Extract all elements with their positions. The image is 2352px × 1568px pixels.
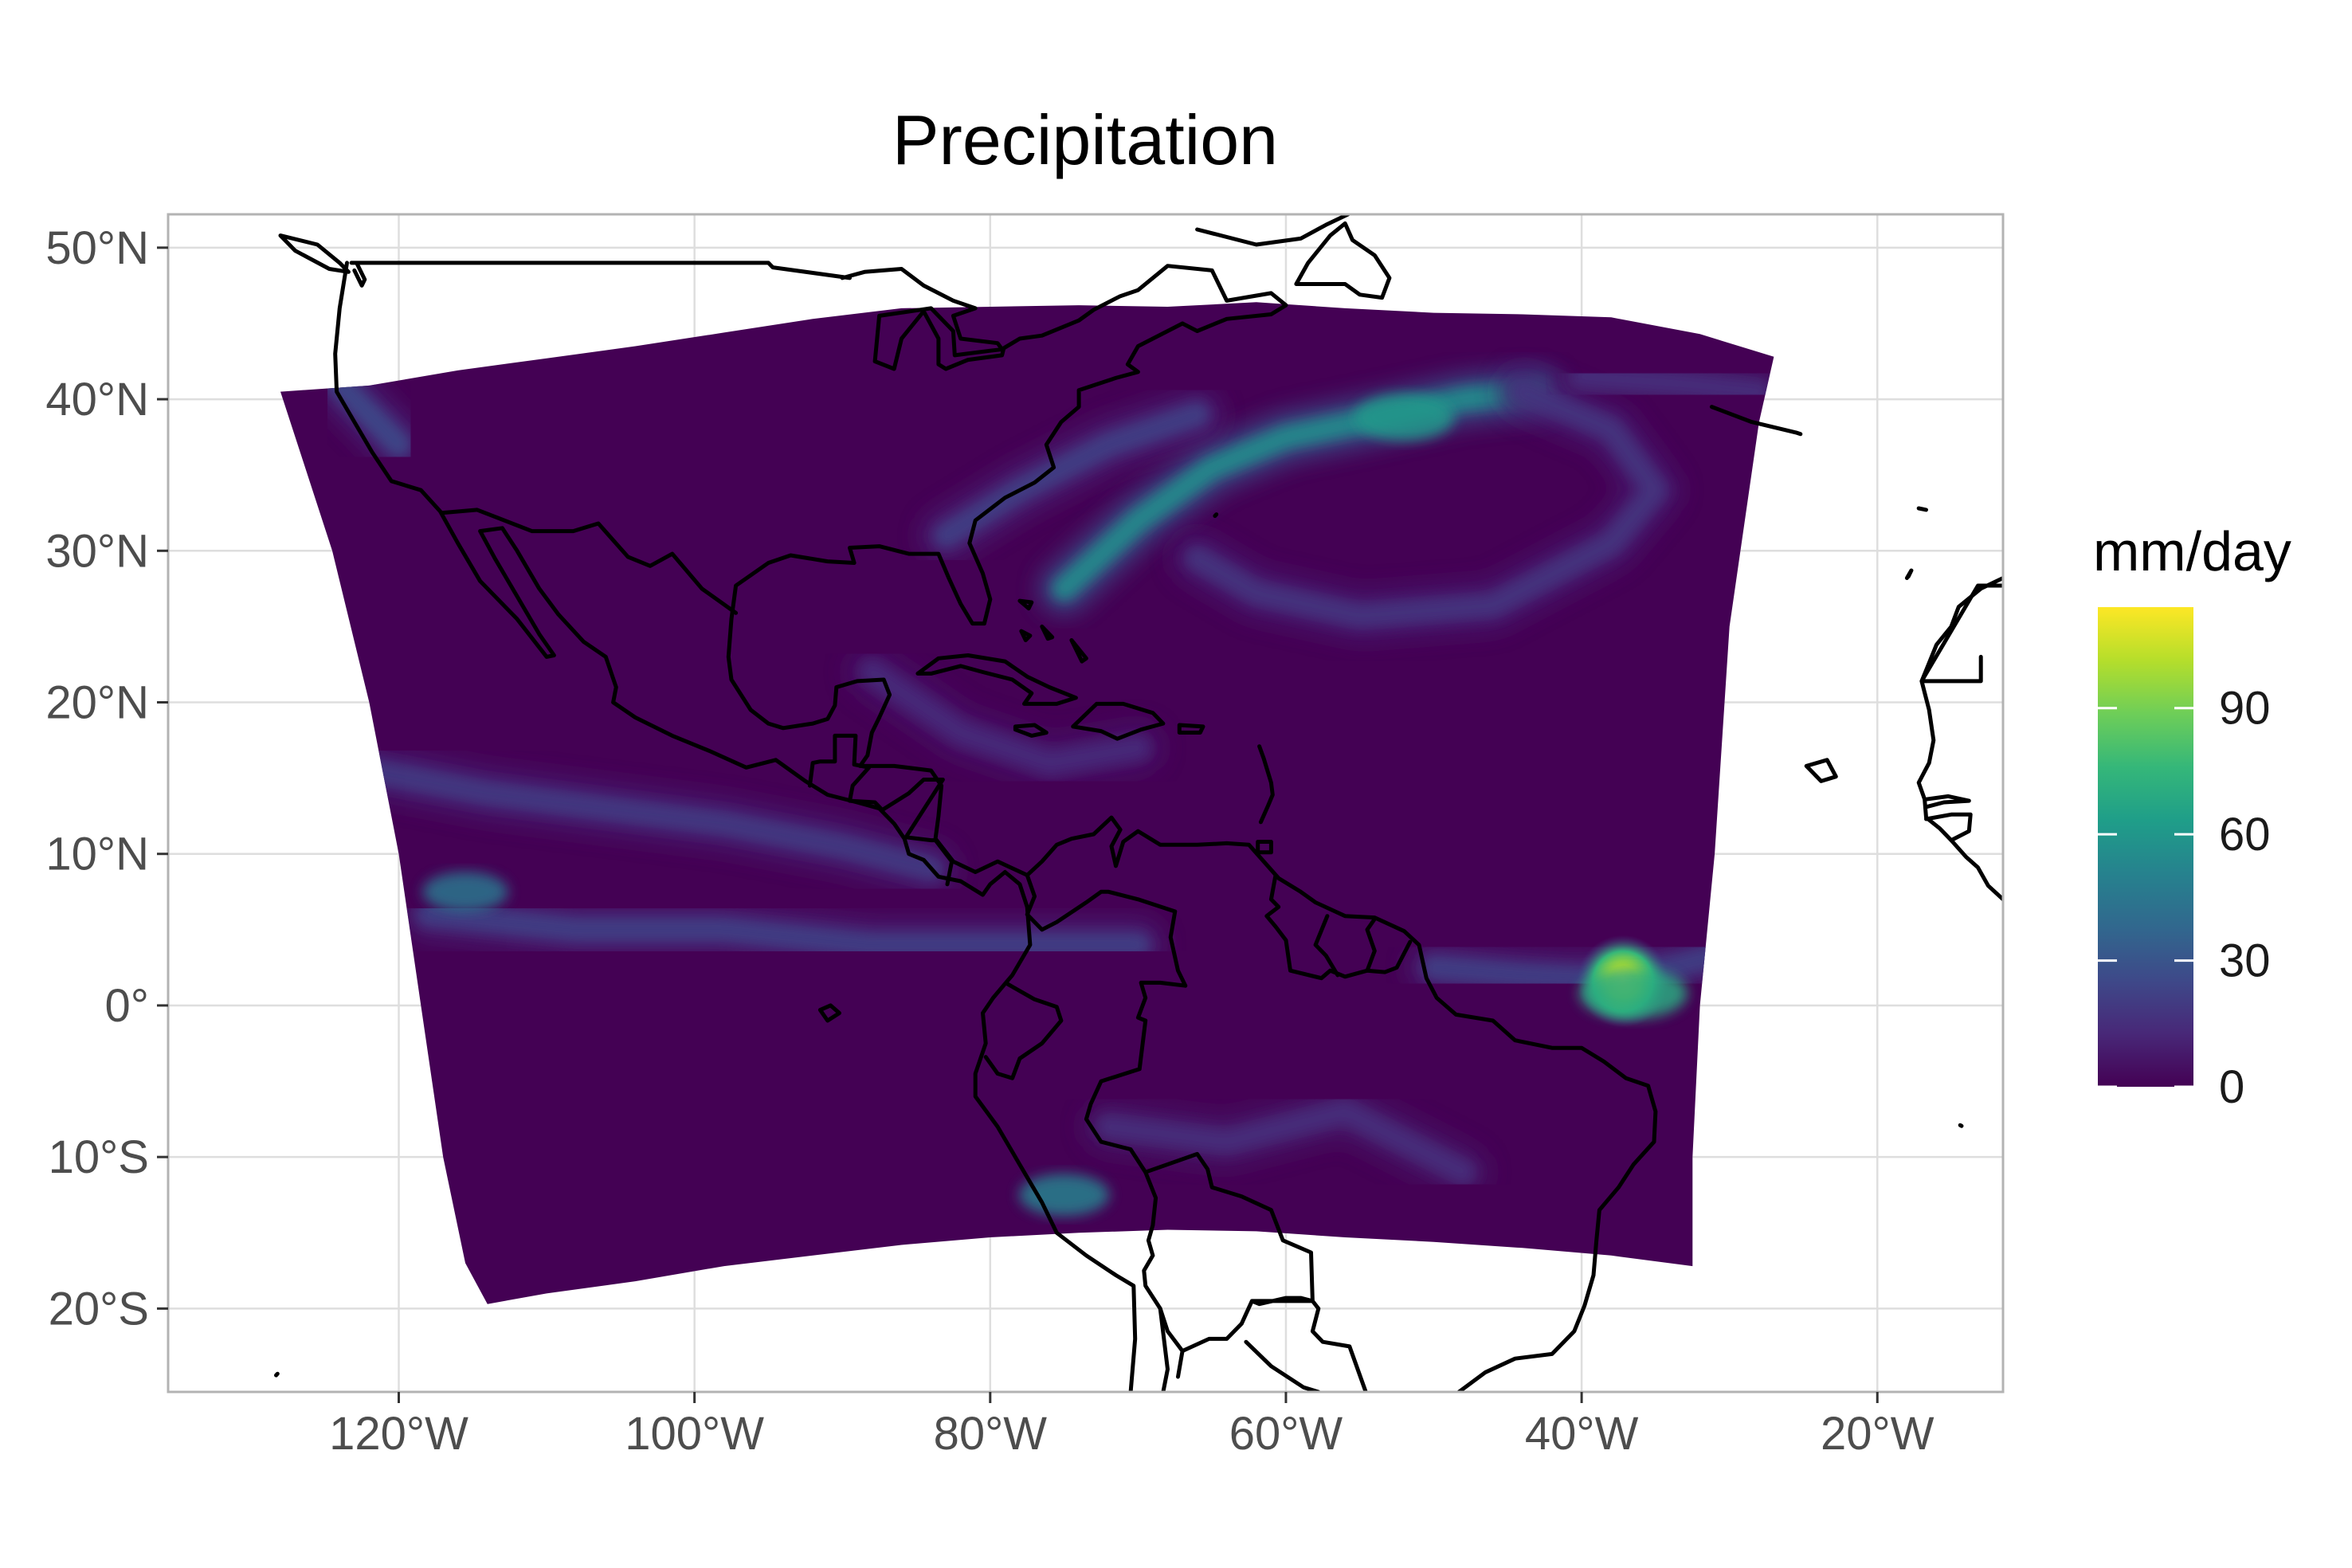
y-tick-label: 50°N (45, 222, 149, 274)
ascension (1958, 1123, 1964, 1128)
cape-verde (1804, 758, 1838, 783)
jamaica (1013, 723, 1049, 738)
canada-atlantic (840, 264, 1288, 351)
precipitation-layer (280, 302, 1774, 1304)
y-tick-label: 20°N (45, 677, 149, 729)
itcz-east-pacific (357, 759, 943, 881)
x-tick-label: 40°W (1525, 1408, 1639, 1460)
canary-islands (1904, 568, 1914, 580)
newfoundland (1294, 221, 1392, 300)
puget-area (352, 262, 367, 288)
west-africa (1916, 574, 2003, 902)
north-atlantic-east (1570, 364, 1771, 404)
bermuda (1213, 512, 1219, 518)
x-tick-label: 80°W (934, 1408, 1048, 1460)
pacific-island-west (274, 1371, 280, 1378)
y-tick-label: 0° (105, 980, 149, 1032)
x-tick-label: 60°W (1229, 1408, 1343, 1460)
north-america-east-coast (726, 321, 1658, 1392)
subtropical-arc (1185, 379, 1668, 629)
mexico-us-border (439, 508, 739, 615)
bahamas-2 (1040, 624, 1055, 641)
x-axis: 120°W 100°W 80°W 60°W 40°W 20°W (329, 1392, 1935, 1460)
vancouver-island (278, 233, 351, 274)
central-america-borders (807, 733, 955, 887)
us-canada-border (349, 261, 852, 280)
galapagos (817, 1003, 841, 1023)
y-tick-label: 40°N (45, 374, 149, 425)
legend-tick-label: 30 (2219, 935, 2271, 987)
y-tick-label: 20°S (49, 1283, 149, 1335)
precipitation-hotspots (422, 394, 1688, 1217)
legend-tick-label: 60 (2219, 809, 2271, 860)
east-pacific-hotspot (422, 871, 509, 912)
bahamas-3 (1069, 638, 1088, 664)
legend-ticks: 0 30 60 90 (2098, 683, 2271, 1113)
chart-title: Precipitation (892, 100, 1278, 179)
x-tick-label: 100°W (625, 1408, 764, 1460)
coastlines-layer (274, 214, 2003, 1392)
panel-border (167, 213, 2005, 1394)
brazil-interior (1143, 1151, 1368, 1392)
y-tick-label: 30°N (45, 525, 149, 577)
lesser-antilles (1257, 744, 1275, 825)
french-guiana-border (1365, 939, 1413, 974)
pacific-rain-band-north (327, 372, 411, 457)
hispaniola (1071, 701, 1166, 741)
y-tick-label: 10°N (45, 829, 149, 880)
caribbean-bands (860, 660, 1151, 775)
precipitation-domain (280, 302, 1774, 1304)
south-america-borders (1025, 872, 1188, 1379)
venezuela-guyana-suriname (1264, 872, 1377, 981)
itcz-pacific-south (416, 902, 1151, 957)
x-tick-label: 20°W (1821, 1408, 1935, 1460)
y-tick-label: 10°S (49, 1131, 149, 1183)
suriname-guiana-border (1313, 914, 1340, 978)
legend-tick-label: 90 (2219, 683, 2271, 735)
north-america-west-coast (333, 261, 1138, 1392)
y-axis: 50°N 40°N 30°N 20°N 10°N 0° 10°S 20°S (45, 222, 168, 1335)
amazon-convection (1096, 1100, 1476, 1185)
great-lakes (872, 306, 1005, 371)
azores (1709, 405, 1803, 437)
colombia-ecuador-peru (983, 982, 1064, 1080)
bolivia-paraguay (1180, 1296, 1315, 1354)
argentina-chile (1158, 1306, 1170, 1392)
andes-hotspot (1018, 1174, 1110, 1217)
madeira (1916, 506, 1928, 512)
x-tick-label: 120°W (329, 1408, 468, 1460)
puerto-rico (1177, 723, 1205, 735)
argentina-paraguay-2 (1244, 1339, 1321, 1392)
cuba (915, 653, 1078, 706)
gulf-stream-core (1354, 394, 1454, 441)
west-africa-borders (1919, 583, 2003, 684)
bahamas-4 (1019, 629, 1033, 642)
legend-title: mm/day (2093, 520, 2291, 582)
guinea-bissau (1924, 812, 1973, 843)
legend: mm/day 0 30 60 90 (2093, 520, 2291, 1113)
trinidad (1256, 840, 1273, 855)
bahamas-1 (1017, 598, 1034, 611)
atlantic-shoulder (1579, 967, 1688, 1019)
legend-colorbar (2098, 607, 2193, 1087)
labrador (1195, 214, 1350, 247)
legend-tick-label: 0 (2219, 1061, 2244, 1113)
gambia (1924, 794, 1971, 809)
gulf-stream-band (1052, 379, 1550, 601)
